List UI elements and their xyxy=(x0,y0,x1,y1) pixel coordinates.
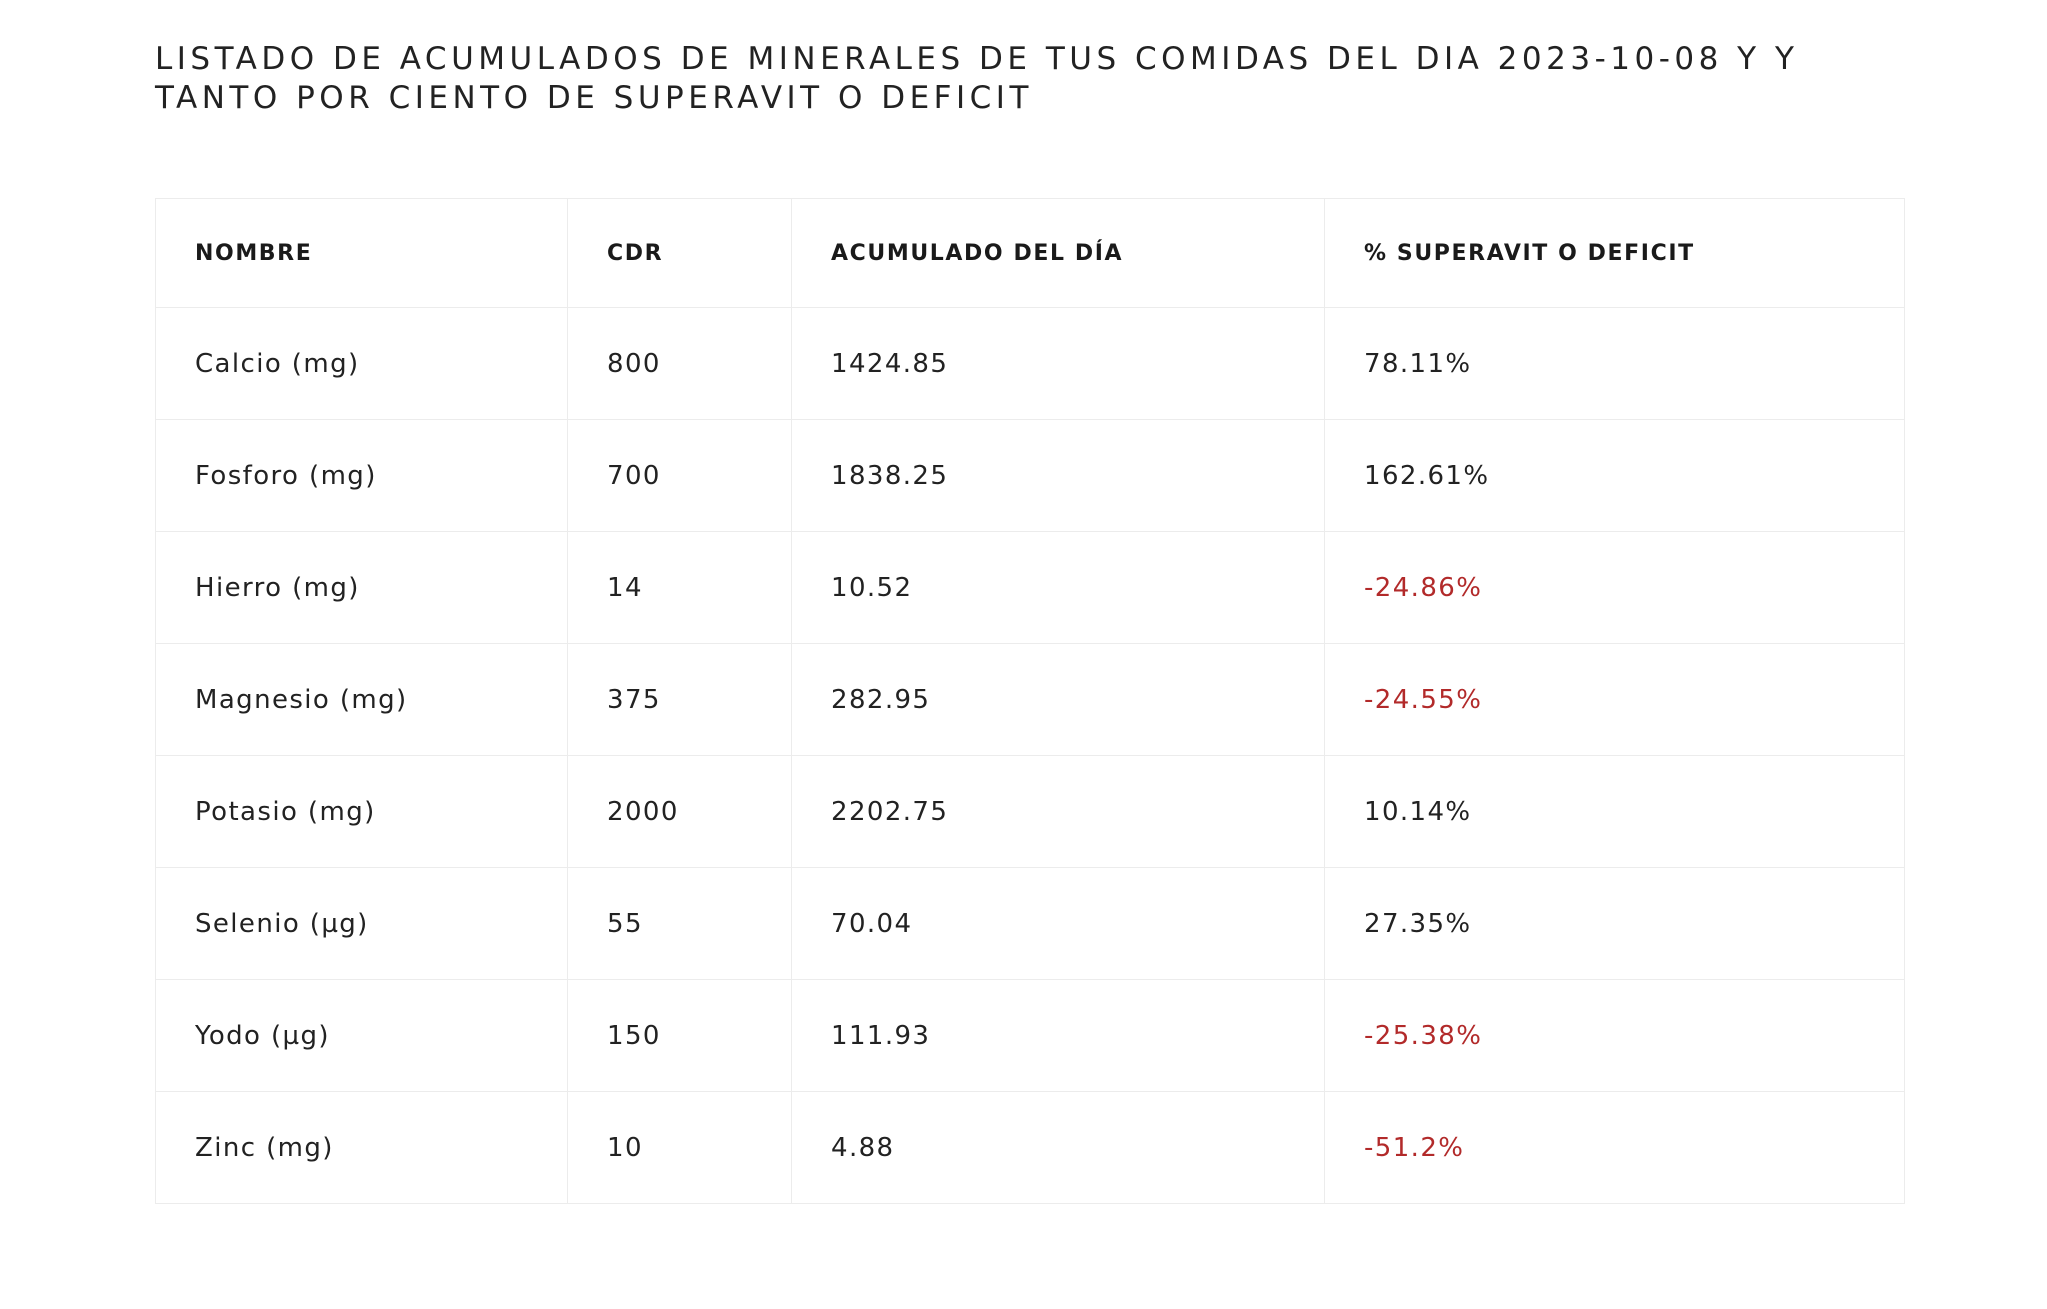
table-row: Potasio (mg) 2000 2202.75 10.14% xyxy=(155,755,1905,868)
cell-porcentaje: -25.38% xyxy=(1324,979,1905,1092)
cell-nombre: Hierro (mg) xyxy=(155,531,568,644)
table-row: Magnesio (mg) 375 282.95 -24.55% xyxy=(155,643,1905,756)
table-body: Calcio (mg) 800 1424.85 78.11% Fosforo (… xyxy=(155,307,1905,1204)
cell-acumulado: 1838.25 xyxy=(791,419,1325,532)
cell-cdr: 2000 xyxy=(567,755,792,868)
cell-porcentaje: -24.86% xyxy=(1324,531,1905,644)
cell-nombre: Selenio (µg) xyxy=(155,867,568,980)
cell-acumulado: 282.95 xyxy=(791,643,1325,756)
cell-porcentaje: 78.11% xyxy=(1324,307,1905,420)
cell-porcentaje: -51.2% xyxy=(1324,1091,1905,1204)
cell-porcentaje: -24.55% xyxy=(1324,643,1905,756)
cell-cdr: 55 xyxy=(567,867,792,980)
cell-acumulado: 4.88 xyxy=(791,1091,1325,1204)
cell-porcentaje: 162.61% xyxy=(1324,419,1905,532)
column-header-nombre: NOMBRE xyxy=(155,198,568,308)
cell-acumulado: 1424.85 xyxy=(791,307,1325,420)
cell-nombre: Calcio (mg) xyxy=(155,307,568,420)
cell-porcentaje: 10.14% xyxy=(1324,755,1905,868)
cell-cdr: 375 xyxy=(567,643,792,756)
cell-cdr: 150 xyxy=(567,979,792,1092)
table-row: Fosforo (mg) 700 1838.25 162.61% xyxy=(155,419,1905,532)
column-header-porcentaje: % SUPERAVIT O DEFICIT xyxy=(1324,198,1905,308)
cell-cdr: 700 xyxy=(567,419,792,532)
table-header: NOMBRE CDR ACUMULADO DEL DÍA % SUPERAVIT… xyxy=(155,198,1905,308)
table-row: Zinc (mg) 10 4.88 -51.2% xyxy=(155,1091,1905,1204)
cell-cdr: 800 xyxy=(567,307,792,420)
cell-nombre: Zinc (mg) xyxy=(155,1091,568,1204)
cell-nombre: Magnesio (mg) xyxy=(155,643,568,756)
cell-nombre: Fosforo (mg) xyxy=(155,419,568,532)
cell-cdr: 10 xyxy=(567,1091,792,1204)
column-header-acumulado: ACUMULADO DEL DÍA xyxy=(791,198,1325,308)
cell-acumulado: 10.52 xyxy=(791,531,1325,644)
page-title: LISTADO DE ACUMULADOS DE MINERALES DE TU… xyxy=(155,41,1799,116)
minerals-table: NOMBRE CDR ACUMULADO DEL DÍA % SUPERAVIT… xyxy=(155,198,1905,1204)
table-row: Selenio (µg) 55 70.04 27.35% xyxy=(155,867,1905,980)
cell-nombre: Potasio (mg) xyxy=(155,755,568,868)
cell-acumulado: 2202.75 xyxy=(791,755,1325,868)
cell-cdr: 14 xyxy=(567,531,792,644)
table-row: Calcio (mg) 800 1424.85 78.11% xyxy=(155,307,1905,420)
cell-acumulado: 111.93 xyxy=(791,979,1325,1092)
table-row: Hierro (mg) 14 10.52 -24.86% xyxy=(155,531,1905,644)
table-row: Yodo (µg) 150 111.93 -25.38% xyxy=(155,979,1905,1092)
cell-acumulado: 70.04 xyxy=(791,867,1325,980)
cell-nombre: Yodo (µg) xyxy=(155,979,568,1092)
header-row: NOMBRE CDR ACUMULADO DEL DÍA % SUPERAVIT… xyxy=(155,198,1905,308)
column-header-cdr: CDR xyxy=(567,198,792,308)
cell-porcentaje: 27.35% xyxy=(1324,867,1905,980)
